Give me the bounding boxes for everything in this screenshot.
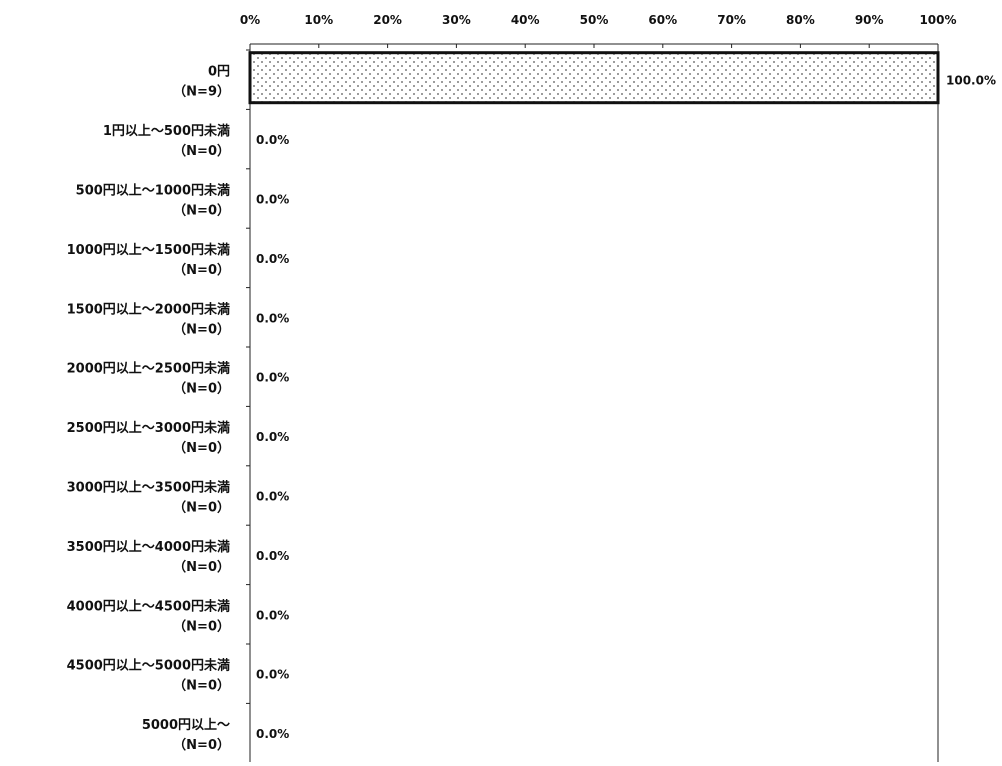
x-tick-label: 50% — [580, 13, 609, 27]
x-tick-label: 10% — [304, 13, 333, 27]
category-label: 2000円以上～2500円未満 — [67, 361, 230, 377]
category-label: 5000円以上～ — [142, 718, 230, 733]
data-label: 100.0% — [946, 74, 996, 88]
data-label: 0.0% — [256, 430, 289, 444]
category-label: 1000円以上～1500円未満 — [67, 242, 230, 258]
bar — [248, 51, 940, 105]
category-n-label: （N=0） — [173, 500, 230, 516]
x-tick-label: 0% — [240, 13, 260, 27]
category-label: 4500円以上～5000円未満 — [67, 658, 230, 674]
x-tick-label: 90% — [855, 13, 884, 27]
data-label: 0.0% — [256, 252, 289, 266]
category-n-label: （N=0） — [173, 678, 230, 694]
category-label: 500円以上～1000円未満 — [76, 183, 230, 199]
category-label: 3500円以上～4000円未満 — [67, 539, 230, 555]
data-label: 0.0% — [256, 727, 289, 741]
category-label: 4000円以上～4500円未満 — [67, 598, 230, 614]
category-n-label: （N=0） — [173, 618, 230, 634]
category-label: 1円以上～500円未満 — [103, 123, 230, 139]
data-label: 0.0% — [256, 133, 289, 147]
x-tick-label: 40% — [511, 13, 540, 27]
x-tick-label: 30% — [442, 13, 471, 27]
category-label: 1500円以上～2000円未満 — [67, 301, 230, 317]
x-tick-label: 20% — [373, 13, 402, 27]
category-n-label: （N=0） — [173, 381, 230, 397]
x-tick-label: 70% — [717, 13, 746, 27]
category-n-label: （N=0） — [173, 737, 230, 753]
category-n-label: （N=0） — [173, 559, 230, 575]
data-label: 0.0% — [256, 668, 289, 682]
category-n-label: （N=9） — [173, 84, 230, 100]
data-label: 0.0% — [256, 490, 289, 504]
x-tick-label: 60% — [648, 13, 677, 27]
x-tick-label: 100% — [919, 13, 956, 27]
data-label: 0.0% — [256, 193, 289, 207]
data-label: 0.0% — [256, 549, 289, 563]
category-label: 2500円以上～3000円未満 — [67, 420, 230, 436]
category-label: 0円 — [208, 65, 230, 80]
category-n-label: （N=0） — [173, 262, 230, 278]
category-label: 3000円以上～3500円未満 — [67, 480, 230, 496]
category-n-label: （N=0） — [173, 440, 230, 456]
category-n-label: （N=0） — [173, 321, 230, 337]
x-tick-label: 80% — [786, 13, 815, 27]
data-label: 0.0% — [256, 371, 289, 385]
category-n-label: （N=0） — [173, 203, 230, 219]
category-n-label: （N=0） — [173, 143, 230, 159]
data-label: 0.0% — [256, 608, 289, 622]
data-label: 0.0% — [256, 311, 289, 325]
